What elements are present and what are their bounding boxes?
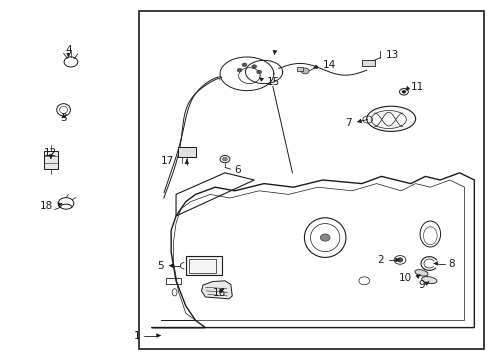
Ellipse shape bbox=[366, 106, 415, 131]
Bar bbox=[139, 11, 483, 349]
Text: 2: 2 bbox=[377, 255, 384, 265]
Text: 3: 3 bbox=[60, 113, 67, 123]
Text: 11: 11 bbox=[410, 82, 423, 93]
Circle shape bbox=[320, 234, 329, 241]
Text: 9: 9 bbox=[417, 280, 424, 291]
FancyBboxPatch shape bbox=[361, 60, 374, 66]
Bar bbox=[185, 256, 222, 275]
Bar bbox=[166, 278, 181, 284]
Text: 10: 10 bbox=[398, 273, 411, 283]
Circle shape bbox=[396, 258, 402, 262]
Text: 16: 16 bbox=[212, 288, 225, 298]
FancyBboxPatch shape bbox=[297, 67, 303, 71]
Polygon shape bbox=[201, 281, 232, 299]
Text: 6: 6 bbox=[234, 165, 241, 175]
Circle shape bbox=[256, 70, 261, 74]
Circle shape bbox=[301, 68, 308, 74]
Ellipse shape bbox=[421, 276, 436, 284]
Bar bbox=[44, 151, 58, 169]
Circle shape bbox=[401, 90, 405, 93]
Text: 12: 12 bbox=[44, 148, 58, 158]
Text: 1: 1 bbox=[133, 330, 140, 341]
Text: 13: 13 bbox=[386, 50, 399, 60]
Circle shape bbox=[237, 68, 242, 72]
Text: 4: 4 bbox=[65, 45, 72, 55]
Text: 17: 17 bbox=[160, 156, 173, 166]
Text: 5: 5 bbox=[157, 261, 163, 271]
Circle shape bbox=[242, 63, 246, 67]
Text: 15: 15 bbox=[266, 77, 279, 87]
Circle shape bbox=[251, 65, 256, 68]
Text: 18: 18 bbox=[40, 201, 53, 211]
Text: 7: 7 bbox=[345, 118, 351, 129]
Text: 8: 8 bbox=[447, 258, 454, 269]
Text: 14: 14 bbox=[322, 60, 335, 70]
Bar bbox=[189, 259, 216, 273]
Circle shape bbox=[222, 157, 227, 161]
Ellipse shape bbox=[414, 270, 427, 276]
Bar bbox=[177, 147, 196, 157]
